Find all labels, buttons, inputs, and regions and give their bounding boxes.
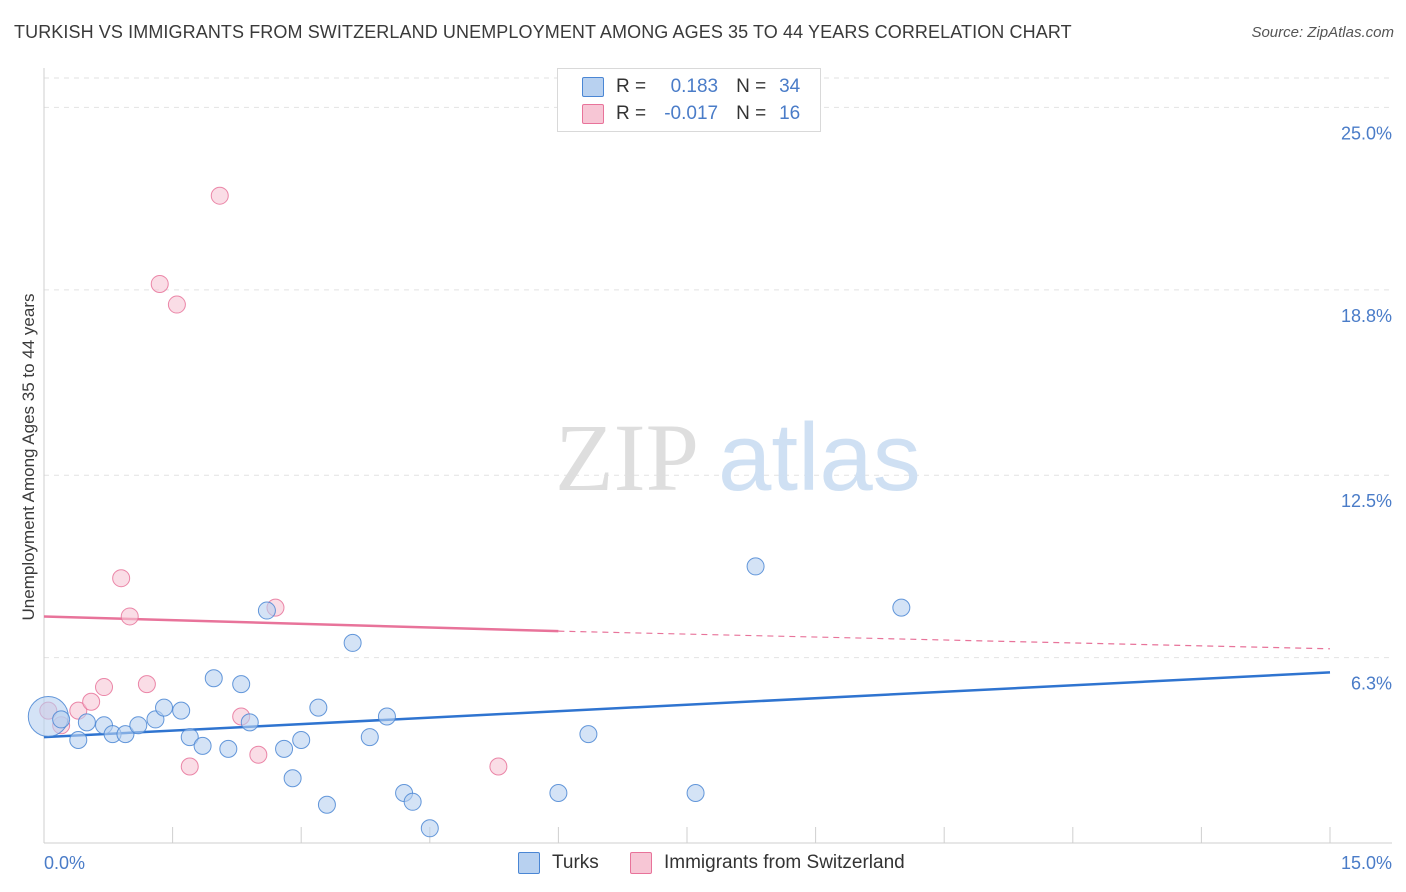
swiss-swatch <box>582 104 604 124</box>
point-turks <box>403 792 422 811</box>
watermark: ZIP atlas <box>555 404 921 511</box>
x-tick-label: 0.0% <box>44 853 85 873</box>
legend-item-swiss[interactable]: Immigrants from Switzerland <box>630 852 905 874</box>
legend-n-value: 34 <box>779 76 801 97</box>
point-swiss <box>137 675 156 694</box>
grid-lines <box>44 77 1392 659</box>
legend-n-label: N = <box>736 103 767 124</box>
point-turks <box>343 633 362 652</box>
point-swiss <box>120 607 139 626</box>
legend-r-label: R = <box>616 103 647 124</box>
y-tick-label: 18.8% <box>1341 306 1392 326</box>
y-axis-label: Unemployment Among Ages 35 to 44 years <box>19 294 38 621</box>
point-turks <box>275 739 294 758</box>
point-swiss <box>249 745 268 764</box>
point-turks <box>360 728 379 747</box>
point-turks <box>377 707 396 726</box>
watermark-zip: ZIP <box>555 404 699 511</box>
trend-line-turks <box>43 671 1331 739</box>
point-turks <box>180 728 199 747</box>
series-legend: Turks Immigrants from Switzerland <box>0 852 1406 878</box>
point-swiss <box>150 274 169 293</box>
legend-row-swiss: R = -0.017 N = 16 <box>582 101 800 127</box>
point-turks <box>69 731 88 750</box>
legend-r-value: 0.183 <box>670 76 719 97</box>
point-swiss <box>112 569 131 588</box>
point-turks <box>77 713 96 732</box>
point-turks <box>283 769 302 788</box>
legend-n-value: 16 <box>779 103 801 124</box>
chart-title: TURKISH VS IMMIGRANTS FROM SWITZERLAND U… <box>14 22 1072 42</box>
point-turks <box>579 725 598 744</box>
point-turks <box>257 601 276 620</box>
point-swiss <box>180 757 199 776</box>
y-tick-label: 25.0% <box>1341 123 1392 143</box>
source-credit: Source: ZipAtlas.com <box>1251 24 1394 41</box>
point-turks <box>172 701 191 720</box>
turks-swatch <box>582 77 604 97</box>
point-swiss <box>95 678 114 697</box>
point-turks <box>292 731 311 750</box>
point-turks <box>309 698 328 717</box>
point-turks <box>52 710 71 729</box>
point-turks <box>232 675 251 694</box>
point-turks <box>116 725 135 744</box>
y-tick-label: 12.5% <box>1341 491 1392 511</box>
correlation-legend: R = 0.183 N = 34 R = -0.017 N = 16 <box>557 68 821 132</box>
x-tick-label: 15.0% <box>1341 853 1392 873</box>
legend-r-value: -0.017 <box>664 103 719 124</box>
legend-label-swiss: Immigrants from Switzerland <box>664 852 905 873</box>
legend-label-turks: Turks <box>552 852 599 873</box>
point-turks <box>686 783 705 802</box>
legend-item-turks[interactable]: Turks <box>518 852 599 874</box>
y-tick-label: 6.3% <box>1351 674 1392 694</box>
point-turks <box>219 739 238 758</box>
legend-n-label: N = <box>736 76 767 97</box>
legend-row-turks: R = 0.183 N = 34 <box>582 74 800 100</box>
trend-line-swiss-extension <box>558 630 1331 650</box>
point-turks <box>204 669 223 688</box>
point-swiss <box>82 692 101 711</box>
legend-r-label: R = <box>616 76 647 97</box>
point-turks <box>129 716 148 735</box>
point-turks <box>155 698 174 717</box>
data-points <box>27 186 911 838</box>
point-swiss <box>210 186 229 205</box>
point-turks <box>240 713 259 732</box>
point-turks <box>549 783 568 802</box>
point-swiss <box>167 295 186 314</box>
point-turks <box>746 557 765 576</box>
turks-swatch <box>518 852 540 874</box>
watermark-atlas: atlas <box>718 404 921 511</box>
point-turks <box>892 598 911 617</box>
point-turks <box>317 795 336 814</box>
point-turks <box>420 819 439 838</box>
point-turks <box>193 736 212 755</box>
tick-labels: 6.3% 12.5% 18.8% 25.0% 0.0% 15.0% <box>44 123 1392 873</box>
point-swiss <box>489 757 508 776</box>
swiss-swatch <box>630 852 652 874</box>
